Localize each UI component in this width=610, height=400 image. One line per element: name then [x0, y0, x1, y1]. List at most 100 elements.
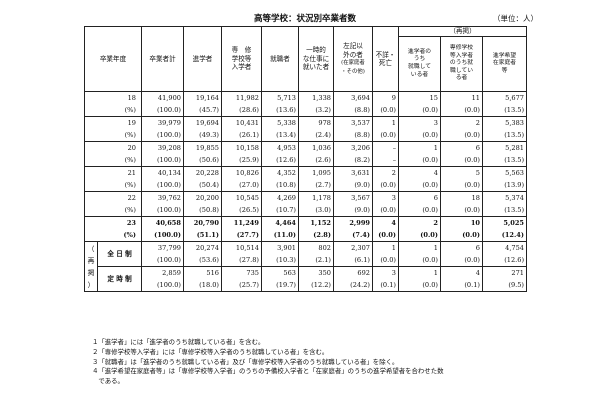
- header-sub3-line: 在家庭者: [492, 60, 517, 67]
- cell-value: 5,713: [261, 91, 299, 104]
- cell-percent: (0.0): [372, 254, 399, 267]
- cell-value: 4: [372, 216, 399, 229]
- footnote: ２「専修学校等入学者」には「専修学校等入学者のうち就職している者」を含む。: [92, 347, 329, 356]
- table-row-percent: (%) (100.0) (50.8) (26.5) (10.7) (3.0) (9.0) (0…: [84, 204, 528, 217]
- cell-value: 19,164: [183, 91, 222, 104]
- cell-percent: (27.8): [221, 254, 262, 267]
- cell-percent: (12.6): [481, 254, 528, 267]
- cell-value: 10,431: [221, 116, 262, 129]
- cell-value: 1,178: [298, 191, 334, 204]
- cell-value: 39,762: [141, 191, 184, 204]
- cell-percent: (0.0): [398, 254, 441, 267]
- cell-value: 6: [440, 241, 483, 254]
- table-row: 18 41,900 19,164 11,982 5,713 1,338 3,694 9 15 11…: [84, 91, 528, 104]
- cell-value: 2: [372, 166, 399, 179]
- cell-percent: –: [372, 154, 399, 167]
- header-temporary-line: な仕事に: [302, 54, 330, 63]
- cell-percent: (49.3): [183, 129, 222, 142]
- cell-value: 5,338: [261, 116, 299, 129]
- cell-percent: (2.4): [298, 129, 334, 142]
- cell-value: 2,859: [141, 266, 184, 279]
- cell-percent: (0.0): [440, 254, 483, 267]
- cell-value: 15: [398, 91, 441, 104]
- table-row-sub-percent: (100.0) (53.6) (27.8) (10.3) (2.1) (6.1) (0.0)…: [85, 254, 528, 267]
- cell-percent: (0.0): [372, 229, 399, 242]
- cell-percent: (13.5): [481, 129, 528, 142]
- cell-value: 40,134: [141, 166, 184, 179]
- cell-percent: (2.6): [298, 154, 334, 167]
- cell-percent: (100.0): [141, 229, 184, 242]
- cell-value: 3,631: [333, 166, 373, 179]
- table-row-percent: (%) (100.0) (51.1) (27.7) (11.0) (2.8) (7.4) (0…: [84, 229, 528, 242]
- cell-percent: (100.0): [141, 104, 184, 117]
- cell-percent: (0.0): [372, 204, 399, 217]
- cell-value: 5,677: [481, 91, 528, 104]
- row-year: 23: [84, 216, 142, 229]
- cell-percent: (7.4): [333, 229, 373, 242]
- cell-value: 20,274: [183, 241, 222, 254]
- row-year: 20: [84, 141, 142, 154]
- cell-percent: (0.0): [398, 204, 441, 217]
- header-sub2-line: 等入学者: [449, 52, 474, 59]
- cell-value: 3,567: [333, 191, 373, 204]
- cell-value: 3,537: [333, 116, 373, 129]
- header-sub1: 進学者の うち 就職して いる者: [398, 36, 441, 92]
- header-advance: 進学者: [183, 26, 222, 92]
- subrow-label: 定 時 制: [97, 266, 142, 292]
- cell-percent: (26.5): [221, 204, 262, 217]
- cell-percent: (8.8): [333, 104, 373, 117]
- cell-value: 1: [372, 116, 399, 129]
- cell-percent: (2.8): [298, 229, 334, 242]
- cell-value: 5,374: [481, 191, 528, 204]
- cell-percent: (50.4): [183, 179, 222, 192]
- header-unknown: 不詳・ 死亡: [372, 26, 399, 92]
- header-temporary-line: 就いた者: [302, 63, 330, 72]
- cell-percent: (9.0): [333, 179, 373, 192]
- header-sub3-line: 進学希望: [492, 52, 517, 59]
- header-employed: 就職者: [261, 26, 299, 92]
- cell-value: 10,158: [221, 141, 262, 154]
- cell-percent: (51.1): [183, 229, 222, 242]
- header-sub2-line: のうち就: [449, 60, 474, 67]
- cell-percent: (8.8): [333, 129, 373, 142]
- cell-value: 1,095: [298, 166, 334, 179]
- cell-percent: (0.0): [398, 279, 441, 292]
- cell-percent: (12.6): [261, 154, 299, 167]
- cell-percent: (25.9): [221, 154, 262, 167]
- table-body: 18 41,900 19,164 11,982 5,713 1,338 3,694 9 15 11…: [84, 91, 528, 292]
- cell-value: 802: [298, 241, 334, 254]
- cell-value: 5,563: [481, 166, 528, 179]
- regroup-side-char: 再: [87, 256, 95, 265]
- cell-percent: (0.0): [440, 154, 483, 167]
- cell-value: 1: [398, 141, 441, 154]
- cell-percent: (0.0): [398, 229, 441, 242]
- footnote: ４「進学希望在家庭者等」は「専修学校等入学者」のうちの予備校入学者と「在家庭者」…: [92, 367, 444, 376]
- regroup-side-char: （: [87, 244, 95, 253]
- cell-value: 3: [372, 266, 399, 279]
- cell-value: 4,269: [261, 191, 299, 204]
- row-year: 21: [84, 166, 142, 179]
- cell-percent: (0.0): [372, 129, 399, 142]
- cell-value: 11: [440, 91, 483, 104]
- table-row-percent: (%) (100.0) (45.7) (28.6) (13.6) (3.2) (8.8) (0…: [84, 104, 528, 117]
- header-sub2-line: る者: [455, 75, 468, 82]
- header-other-line: 外の者: [343, 50, 363, 59]
- cell-percent: (10.3): [261, 254, 299, 267]
- cell-value: 1,152: [298, 216, 334, 229]
- cell-percent: (13.5): [481, 204, 528, 217]
- header-other-line: ・その他): [341, 68, 365, 75]
- cell-percent: (13.6): [261, 104, 299, 117]
- header-sub1-line: 進学者の: [407, 48, 432, 55]
- cell-value: 516: [183, 266, 222, 279]
- cell-value: 563: [261, 266, 299, 279]
- header-unknown-line: 死亡: [378, 59, 393, 67]
- cell-value: 11,249: [221, 216, 262, 229]
- table-row: 19 39,979 19,694 10,431 5,338 978 3,537 1 3 2 5,38…: [84, 116, 528, 129]
- percent-label: (%): [84, 179, 142, 192]
- header-senshu: 専 修 学校等 入学者: [221, 26, 262, 92]
- cell-value: 1: [398, 266, 441, 279]
- header-senshu-line: 学校等: [231, 54, 252, 63]
- cell-value: 40,658: [141, 216, 184, 229]
- table-row-sub: （ 再掲 ） 全 日 制 37,799 20,274 10,514 3,901 802 2,307…: [84, 241, 528, 292]
- cell-value: 3,694: [333, 91, 373, 104]
